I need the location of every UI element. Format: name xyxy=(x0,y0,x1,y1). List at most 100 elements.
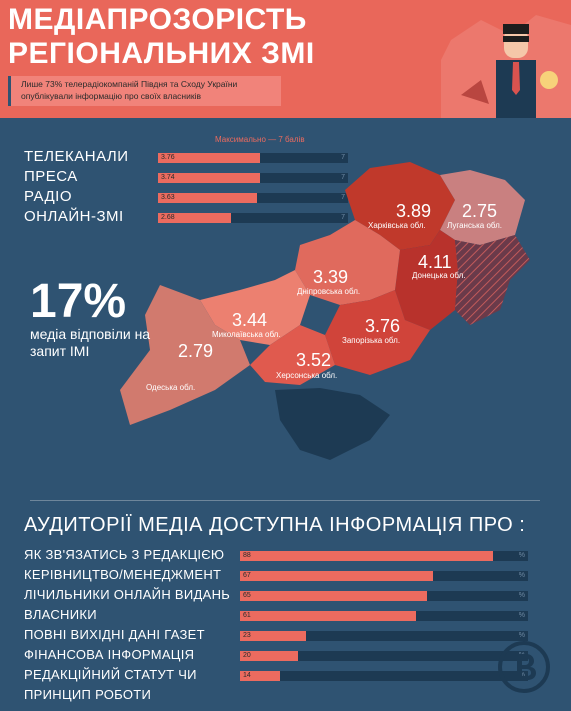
audience-fill xyxy=(240,671,281,681)
region-value: 3.52 xyxy=(296,350,331,370)
audience-fill xyxy=(240,651,298,661)
audience-value: 20 xyxy=(243,652,251,659)
region-name: Дніпровська обл. xyxy=(297,287,360,296)
region-value: 4.11 xyxy=(418,252,452,272)
score-track: 2.68 7 xyxy=(158,213,348,223)
score-max: 7 xyxy=(341,174,345,181)
sun-icon xyxy=(540,71,558,89)
region-value: 2.79 xyxy=(178,341,213,361)
audience-row: ФІНАНСОВА ІНФОРМАЦІЯ 20 % xyxy=(24,647,534,663)
region-odesa xyxy=(120,285,250,425)
score-value: 3.76 xyxy=(161,154,175,161)
businessman-illustration xyxy=(441,15,571,118)
audience-unit: % xyxy=(518,612,525,619)
score-label: ТЕЛЕКАНАЛИ xyxy=(24,148,129,165)
audience-row: ПОВНІ ВИХІДНІ ДАНІ ГАЗЕТ 23 % xyxy=(24,627,534,643)
score-max: 7 xyxy=(341,214,345,221)
audience-track: 88 % xyxy=(240,551,528,561)
audience-label: ПРИНЦИП РОБОТИ xyxy=(24,687,152,702)
score-track: 3.74 7 xyxy=(158,173,348,183)
response-caption: медіа відповіли на запит ІМІ xyxy=(30,326,151,359)
regions-map: 3.89 Харківська обл. 2.75 Луганська обл.… xyxy=(120,162,530,460)
score-value: 2.68 xyxy=(161,214,175,221)
region-name: Херсонська обл. xyxy=(276,371,337,380)
audience-row: ПРИНЦИП РОБОТИ xyxy=(24,687,534,703)
region-kherson xyxy=(250,325,335,385)
audience-row: ЛІЧИЛЬНИКИ ОНЛАЙН ВИДАНЬ 65 % xyxy=(24,587,534,603)
audience-unit: % xyxy=(518,572,525,579)
audience-track: 61 % xyxy=(240,611,528,621)
score-max: 7 xyxy=(341,194,345,201)
audience-unit: % xyxy=(518,632,525,639)
audience-value: 88 xyxy=(243,552,251,559)
score-value: 3.63 xyxy=(161,194,175,201)
score-row: ТЕЛЕКАНАЛИ 3.76 7 xyxy=(24,148,348,166)
region-name: Харківська обл. xyxy=(368,221,426,230)
v-logo-icon xyxy=(498,641,550,693)
region-occupied-donetsk xyxy=(455,270,510,325)
audience-label: ФІНАНСОВА ІНФОРМАЦІЯ xyxy=(24,647,195,662)
audience-label: ЯК ЗВ'ЯЗАТИСЬ З РЕДАКЦІЄЮ xyxy=(24,547,225,562)
region-name: Миколаївська обл. xyxy=(212,330,281,339)
score-row: ПРЕСА 3.74 7 xyxy=(24,168,348,186)
audience-label: ПОВНІ ВИХІДНІ ДАНІ ГАЗЕТ xyxy=(24,627,205,642)
audience-value: 65 xyxy=(243,592,251,599)
region-donetsk xyxy=(395,230,458,330)
region-kharkiv xyxy=(345,162,455,250)
score-max: 7 xyxy=(341,154,345,161)
audience-fill xyxy=(240,611,416,621)
audience-label: ВЛАСНИКИ xyxy=(24,607,97,622)
region-value: 3.76 xyxy=(365,316,400,336)
score-fill xyxy=(158,193,257,203)
header-banner: МЕДІАПРОЗОРІСТЬ РЕГІОНАЛЬНИХ ЗМІ ПІВДНЯ … xyxy=(0,0,571,118)
region-name: Луганська обл. xyxy=(447,221,502,230)
audience-unit: % xyxy=(518,592,525,599)
subtitle-box: Лише 73% телерадіокомпаній Півдня та Схо… xyxy=(8,76,281,106)
region-name: Донецька обл. xyxy=(412,271,465,280)
audience-track: 23 % xyxy=(240,631,528,641)
section-divider xyxy=(30,500,540,501)
score-label: РАДІО xyxy=(24,188,72,205)
audience-row: ЯК ЗВ'ЯЗАТИСЬ З РЕДАКЦІЄЮ 88 % xyxy=(24,547,534,563)
audience-value: 61 xyxy=(243,612,251,619)
audience-row: КЕРІВНИЦТВО/МЕНЕДЖМЕНТ 67 % xyxy=(24,567,534,583)
audience-row: ВЛАСНИКИ 61 % xyxy=(24,607,534,623)
region-mykolaiv xyxy=(200,270,310,345)
region-value: 3.44 xyxy=(232,310,267,330)
score-label: ОНЛАЙН-ЗМІ xyxy=(24,208,124,225)
audience-section-title: АУДИТОРІЇ МЕДІА ДОСТУПНА ІНФОРМАЦІЯ ПРО … xyxy=(24,514,526,536)
audience-row: РЕДАКЦІЙНИЙ СТАТУТ ЧИ 14 % xyxy=(24,667,534,683)
audience-label: ЛІЧИЛЬНИКИ ОНЛАЙН ВИДАНЬ xyxy=(24,587,231,602)
audience-track: 20 % xyxy=(240,651,528,661)
region-name: Запорізька обл. xyxy=(342,336,400,345)
region-dnipro xyxy=(295,220,400,305)
audience-value: 14 xyxy=(243,672,251,679)
audience-fill xyxy=(240,591,428,601)
subtitle: Лише 73% телерадіокомпаній Півдня та Схо… xyxy=(21,79,238,101)
score-track: 3.63 7 xyxy=(158,193,348,203)
audience-unit: % xyxy=(518,552,525,559)
region-luhansk xyxy=(440,170,525,245)
score-label: ПРЕСА xyxy=(24,168,78,185)
audience-label: КЕРІВНИЦТВО/МЕНЕДЖМЕНТ xyxy=(24,567,222,582)
audience-fill xyxy=(240,571,433,581)
region-value: 3.39 xyxy=(313,267,348,287)
score-row: РАДІО 3.63 7 xyxy=(24,188,348,206)
audience-track: 65 % xyxy=(240,591,528,601)
audience-track: 67 % xyxy=(240,571,528,581)
region-occupied-luhansk xyxy=(455,235,530,280)
score-fill xyxy=(158,153,261,163)
score-value: 3.74 xyxy=(161,174,175,181)
max-score-label: Максимально — 7 балів xyxy=(215,135,305,144)
audience-track: 14 % xyxy=(240,671,528,681)
region-name: Одеська обл. xyxy=(146,383,195,392)
megaphone-icon xyxy=(461,80,489,104)
audience-label: РЕДАКЦІЙНИЙ СТАТУТ ЧИ xyxy=(24,667,197,682)
audience-value: 23 xyxy=(243,632,251,639)
region-zaporizhzhia xyxy=(325,290,430,375)
region-crimea xyxy=(275,388,390,460)
score-row: ОНЛАЙН-ЗМІ 2.68 7 xyxy=(24,208,348,226)
score-fill xyxy=(158,213,231,223)
audience-value: 67 xyxy=(243,572,251,579)
response-percent: 17% xyxy=(30,275,127,328)
